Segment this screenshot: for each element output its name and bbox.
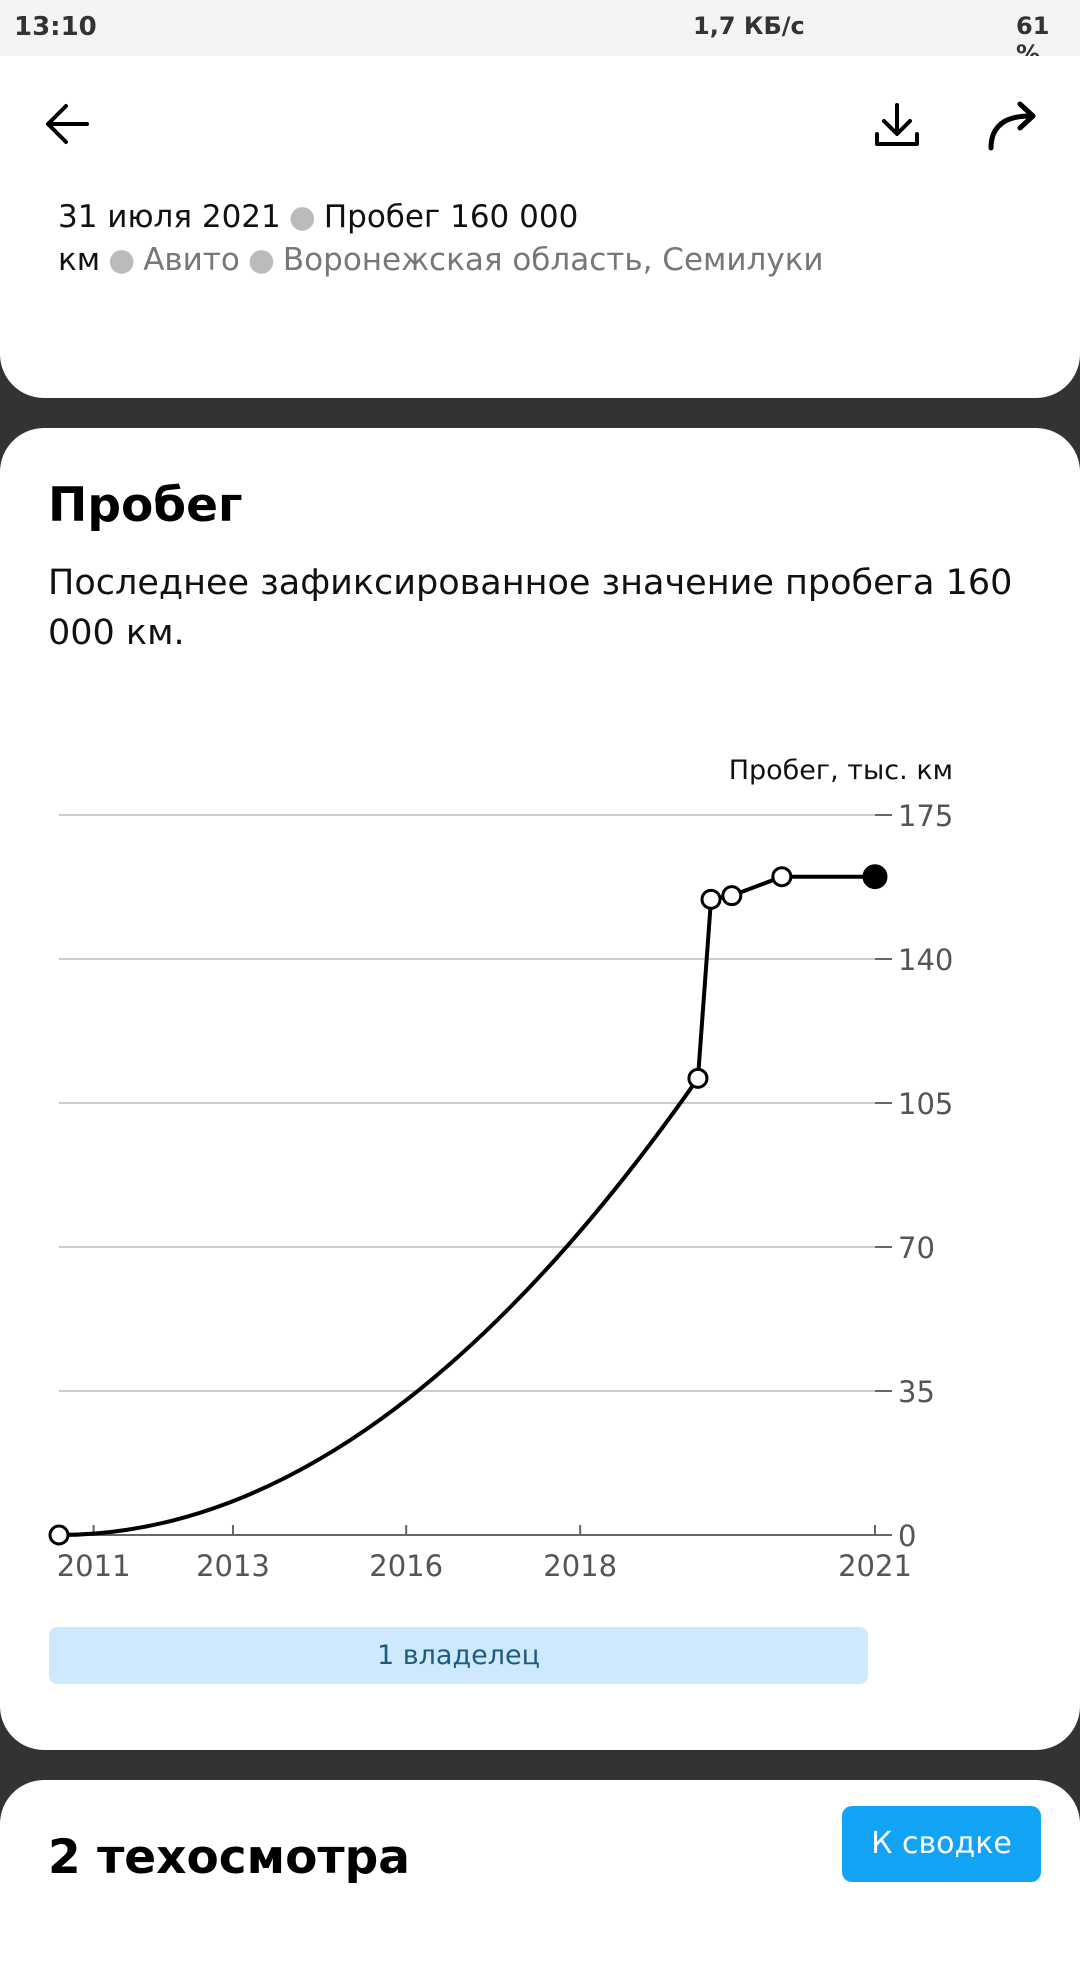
owners-bar: 1 владелец (49, 1627, 868, 1684)
inspections-card: 2 техосмотра К сводке (0, 1780, 1080, 1980)
line (58, 874, 875, 1537)
data-point (721, 885, 743, 907)
network-speed: 1,7 КБ/с (693, 12, 805, 40)
location: Воронежская область, Семилуки (282, 242, 824, 278)
x-tick-label: 2011 (57, 1549, 131, 1583)
y-tick-label: 105 (898, 1087, 953, 1121)
section-title: 2 техосмотра (48, 1830, 410, 1885)
time: 13:10 (14, 12, 97, 42)
summary-button[interactable]: К сводке (842, 1806, 1041, 1882)
data-point (700, 888, 722, 910)
y-tick-label: 0 (898, 1519, 916, 1553)
toolbar (46, 101, 1036, 151)
y-tick-label: 140 (898, 943, 953, 977)
x-tick-label: 2016 (369, 1549, 443, 1583)
status-bar: 13:10 1,7 КБ/с 61 % (0, 0, 1080, 68)
date: 31 июля 2021 (58, 199, 281, 235)
back-button[interactable] (46, 104, 89, 144)
download-button[interactable] (875, 103, 919, 146)
report-meta: 31 июля 2021 ● Пробег 160 000 км ● Авито ● Вор… (58, 199, 824, 278)
battery: 61 % (1016, 12, 1050, 68)
data-point (687, 1067, 709, 1089)
data-point (771, 866, 793, 888)
x-tick-label: 2013 (196, 1549, 270, 1583)
x-tick-label: 2021 (838, 1549, 912, 1583)
chart: Пробег, тыс. км 0 35 70 105 140 175 2011 2013 20… (48, 755, 953, 1583)
y-tick-label: 175 (898, 799, 953, 833)
source: Авито (143, 242, 240, 278)
y-tick-label: 70 (898, 1231, 935, 1265)
share-button[interactable] (988, 101, 1036, 151)
section-title: Пробег (48, 478, 243, 533)
data-point (862, 864, 888, 890)
data-point (48, 1524, 70, 1546)
mileage-card: Пробег Последнее зафиксированное значени… (0, 428, 1080, 1750)
x-tick-label: 2018 (543, 1549, 617, 1583)
mileage: Пробег 160 000 км (58, 199, 579, 278)
header-card: 31 июля 2021 ● Пробег 160 000 км ● Авито ● Вор… (0, 56, 1080, 398)
y-tick-label: 35 (898, 1375, 935, 1409)
description: Последнее зафиксированное значение пробе… (48, 563, 1013, 653)
y-axis-label: Пробег, тыс. км (729, 755, 953, 786)
